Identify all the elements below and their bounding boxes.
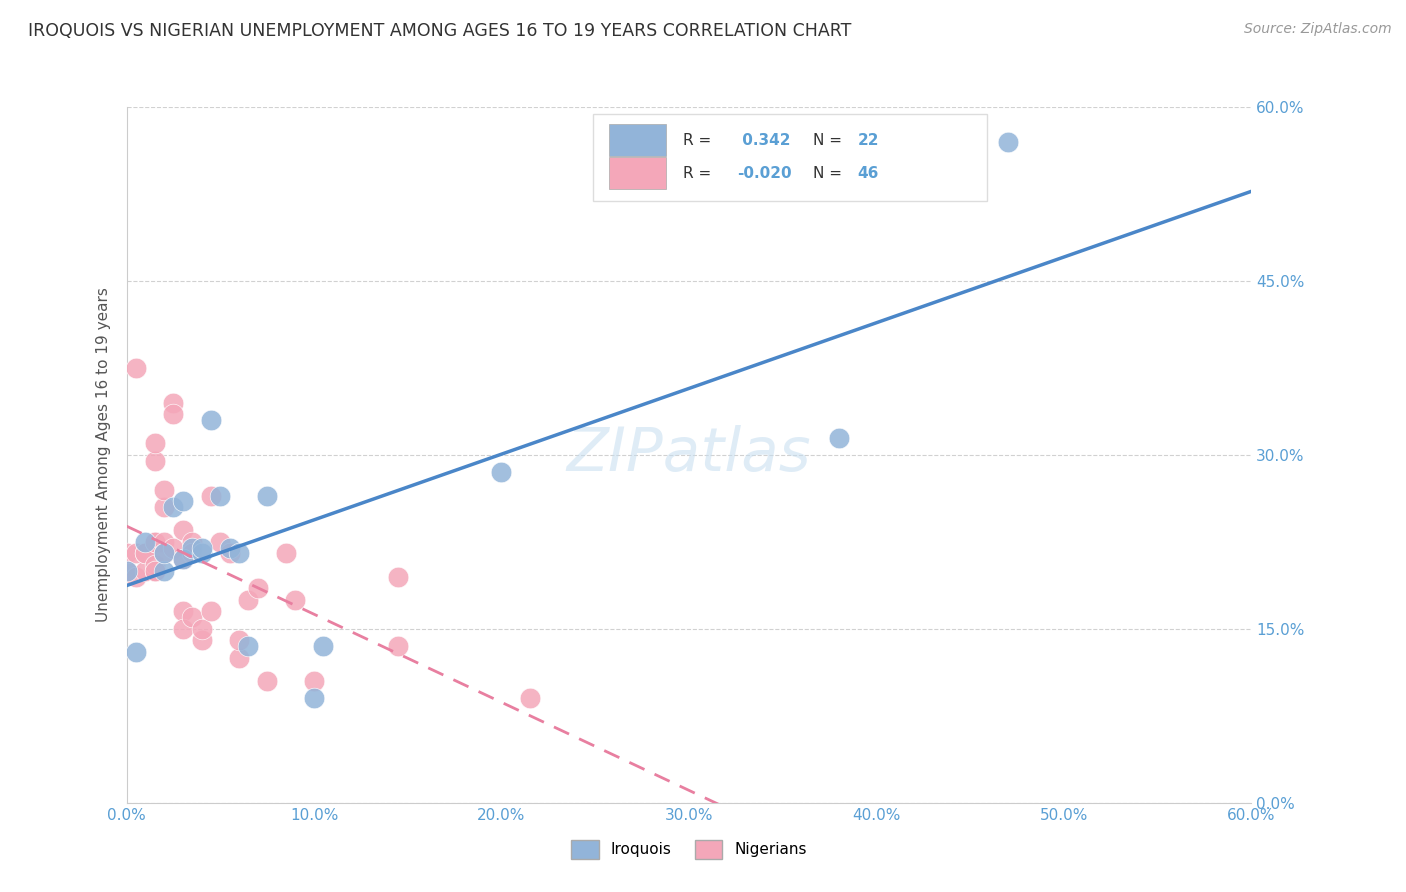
Point xyxy=(172,605,194,619)
Text: 0.342: 0.342 xyxy=(737,133,790,148)
Point xyxy=(228,546,250,561)
Text: N =: N = xyxy=(813,166,846,181)
Point xyxy=(246,582,269,596)
Point xyxy=(190,633,212,648)
Text: R =: R = xyxy=(683,166,717,181)
Text: R =: R = xyxy=(683,133,717,148)
Point xyxy=(209,534,232,549)
Point xyxy=(172,622,194,636)
Point xyxy=(115,564,138,578)
Point xyxy=(519,691,541,706)
Point xyxy=(190,541,212,555)
Point xyxy=(387,639,409,653)
Point xyxy=(172,552,194,566)
Point xyxy=(143,436,166,450)
Point xyxy=(172,523,194,537)
Point xyxy=(143,453,166,467)
Point xyxy=(228,633,250,648)
Point xyxy=(134,546,156,561)
Point xyxy=(162,396,184,410)
Text: 22: 22 xyxy=(858,133,879,148)
Point xyxy=(143,558,166,573)
Point xyxy=(162,407,184,421)
Point xyxy=(218,541,240,555)
Point xyxy=(134,564,156,578)
Point xyxy=(115,546,138,561)
Point xyxy=(828,430,851,444)
FancyBboxPatch shape xyxy=(609,157,666,189)
Point xyxy=(162,500,184,514)
Point xyxy=(153,564,176,578)
Point xyxy=(218,546,240,561)
Point xyxy=(312,639,335,653)
Point xyxy=(143,534,166,549)
Text: IROQUOIS VS NIGERIAN UNEMPLOYMENT AMONG AGES 16 TO 19 YEARS CORRELATION CHART: IROQUOIS VS NIGERIAN UNEMPLOYMENT AMONG … xyxy=(28,22,852,40)
Point xyxy=(153,546,176,561)
Y-axis label: Unemployment Among Ages 16 to 19 years: Unemployment Among Ages 16 to 19 years xyxy=(96,287,111,623)
Point xyxy=(238,639,260,653)
Point xyxy=(181,546,204,561)
Point xyxy=(115,564,138,578)
Point xyxy=(125,546,148,561)
Point xyxy=(153,534,176,549)
Point xyxy=(125,360,148,375)
Point xyxy=(134,546,156,561)
Point xyxy=(274,546,297,561)
Text: 46: 46 xyxy=(858,166,879,181)
Legend: Iroquois, Nigerians: Iroquois, Nigerians xyxy=(565,834,813,864)
Text: Source: ZipAtlas.com: Source: ZipAtlas.com xyxy=(1244,22,1392,37)
Point xyxy=(181,534,204,549)
Point xyxy=(190,546,212,561)
Point xyxy=(238,592,260,607)
Point xyxy=(491,466,513,480)
FancyBboxPatch shape xyxy=(609,124,666,156)
Point xyxy=(284,592,307,607)
Point xyxy=(190,622,212,636)
Point xyxy=(302,674,325,689)
Point xyxy=(997,135,1019,149)
Point xyxy=(143,564,166,578)
Point xyxy=(256,674,278,689)
Point xyxy=(153,483,176,497)
Point xyxy=(200,605,222,619)
Point xyxy=(200,413,222,427)
Point xyxy=(228,651,250,665)
Point xyxy=(387,569,409,583)
Point xyxy=(134,534,156,549)
Point xyxy=(256,489,278,503)
Point xyxy=(143,534,166,549)
Point xyxy=(172,552,194,566)
Point xyxy=(125,569,148,583)
Point xyxy=(200,489,222,503)
Point xyxy=(153,500,176,514)
Point xyxy=(209,489,232,503)
FancyBboxPatch shape xyxy=(593,114,987,201)
Text: N =: N = xyxy=(813,133,846,148)
Point xyxy=(181,541,204,555)
Point xyxy=(153,546,176,561)
Text: -0.020: -0.020 xyxy=(737,166,792,181)
Point xyxy=(302,691,325,706)
Point xyxy=(162,541,184,555)
Text: ZIPatlas: ZIPatlas xyxy=(567,425,811,484)
Point xyxy=(125,645,148,659)
Point xyxy=(172,494,194,508)
Point xyxy=(143,564,166,578)
Point xyxy=(181,610,204,624)
